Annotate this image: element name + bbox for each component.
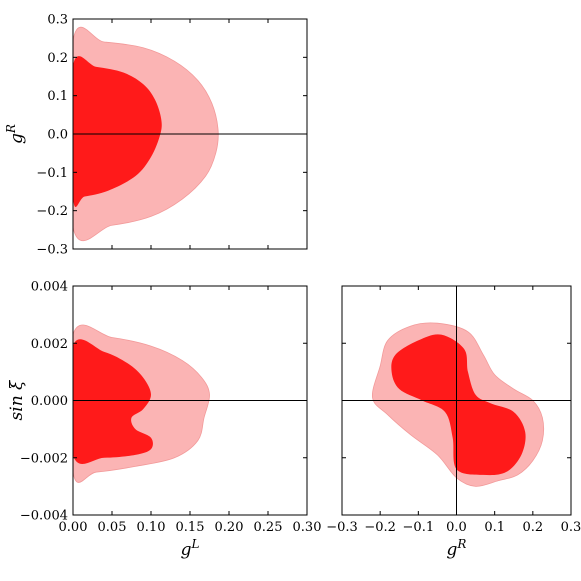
- x-tick-label: 0.15: [176, 520, 205, 535]
- y-tick-label: 0.004: [31, 280, 68, 295]
- tick-labels: 0.00 0.05 0.10 0.15 0.20 0.25 0.30 −0.004 −0.002…: [20, 280, 322, 536]
- y-axis-label: gR: [4, 124, 27, 144]
- x-tick-label: 0.3: [561, 520, 581, 535]
- plot-frame: [72, 18, 308, 250]
- region-outer-edge: [73, 324, 210, 483]
- y-tick-label: 0.002: [31, 337, 68, 352]
- x-tick-label: 0.1: [484, 520, 505, 535]
- tick-labels: −0.3 −0.2 −0.1 0.0 0.1 0.2 0.3: [326, 520, 581, 535]
- x-tick-label: 0.2: [522, 520, 543, 535]
- x-tick-label: −0.2: [364, 520, 396, 535]
- region-inner: [73, 56, 162, 207]
- x-tick-label: −0.1: [403, 520, 435, 535]
- region-inner: [73, 339, 153, 464]
- y-axis-label: sin ξ: [7, 379, 27, 421]
- x-tick-label: 0.25: [254, 520, 283, 535]
- x-axis-label: gL: [181, 537, 200, 560]
- y-tick-label: −0.2: [36, 204, 68, 219]
- y-tick-label: 0.1: [47, 89, 68, 104]
- region-outer-edge: [371, 322, 544, 487]
- x-tick-label: 0.30: [293, 520, 322, 535]
- y-tick-label: −0.002: [20, 451, 68, 466]
- panel-gR-sinxi: −0.3 −0.2 −0.1 0.0 0.1 0.2 0.3 gR: [326, 285, 581, 560]
- y-tick-label: −0.004: [20, 509, 68, 524]
- x-axis-label: gR: [447, 537, 467, 560]
- x-tick-label: 0.20: [215, 520, 244, 535]
- region-outer-edge: [73, 26, 219, 242]
- region-inner: [391, 334, 526, 476]
- x-tick-label: 0.05: [98, 520, 127, 535]
- y-tick-label: 0.000: [31, 394, 68, 409]
- y-tick-label: 0.3: [47, 13, 68, 28]
- panel-gL-sinxi: 0.00 0.05 0.10 0.15 0.20 0.25 0.30 −0.004 −0.002…: [7, 280, 321, 561]
- y-tick-label: −0.1: [36, 166, 68, 181]
- x-tick-label: 0.00: [59, 520, 88, 535]
- tick-labels: −0.3 −0.2 −0.1 0.0 0.1 0.2 0.3: [36, 13, 68, 258]
- confidence-regions: [371, 322, 544, 487]
- plot-frame: [72, 285, 308, 516]
- zero-lines: [342, 286, 571, 515]
- confidence-regions: [73, 324, 210, 483]
- x-tick-label: 0.10: [137, 520, 166, 535]
- panel-gL-gR: −0.3 −0.2 −0.1 0.0 0.1 0.2 0.3 gR: [4, 13, 308, 258]
- y-tick-label: −0.3: [36, 243, 68, 258]
- y-tick-label: 0.2: [47, 51, 68, 66]
- x-tick-label: −0.3: [326, 520, 358, 535]
- plot-frame: [341, 285, 572, 516]
- x-tick-label: 0.0: [446, 520, 467, 535]
- y-tick-label: 0.0: [47, 128, 68, 143]
